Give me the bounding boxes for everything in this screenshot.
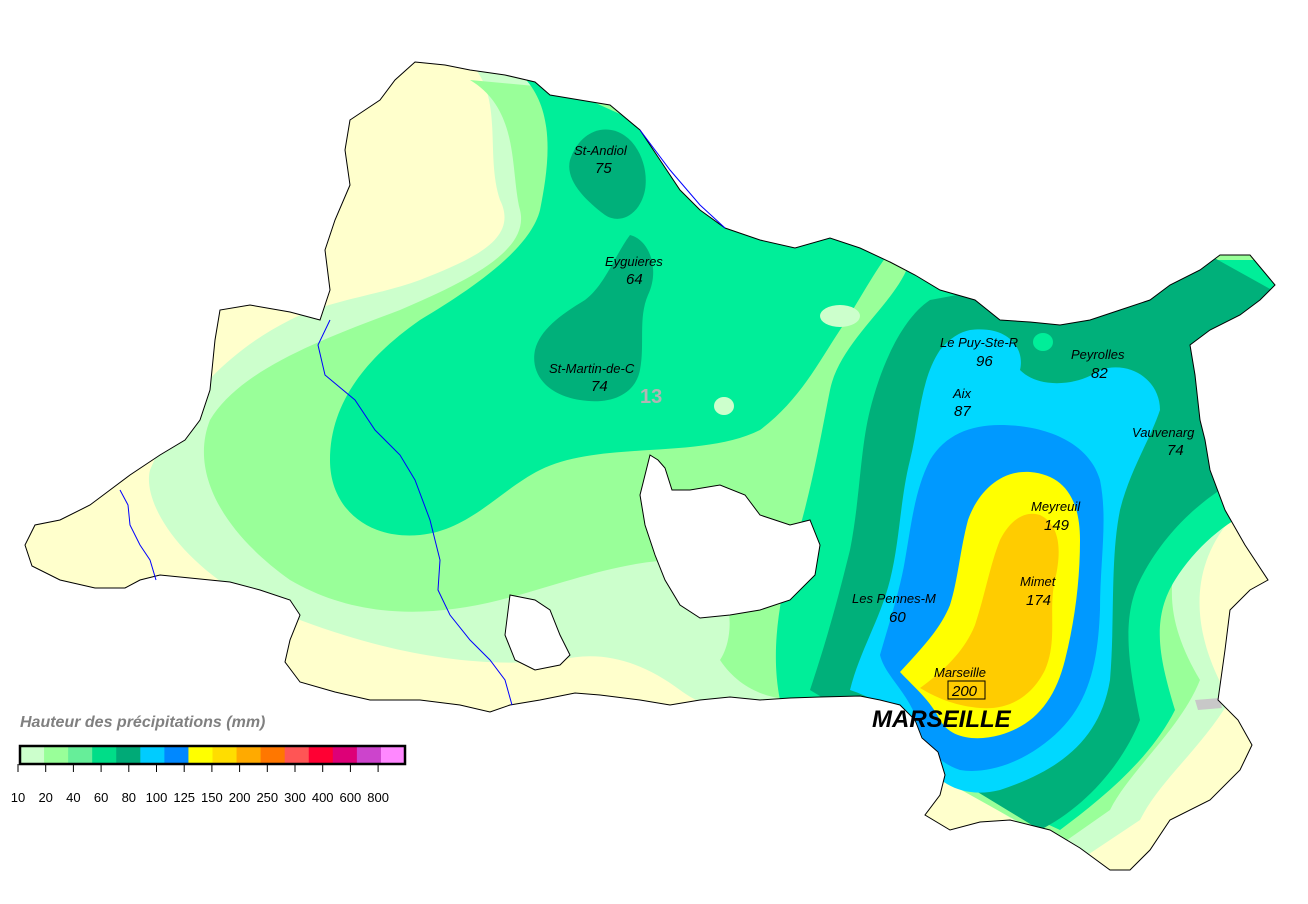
station-value: 82 (1091, 365, 1108, 382)
rhone-river (317, 319, 513, 706)
station-value: 60 (889, 609, 906, 626)
legend-color-swatch (116, 746, 141, 764)
legend-color-swatch (284, 746, 310, 764)
legend-tick-label: 600 (340, 790, 362, 805)
legend-tick-label: 800 (367, 790, 389, 805)
city-label: MARSEILLE (872, 706, 1012, 733)
legend-colorbar-frame (18, 744, 407, 766)
legend-color-swatch (188, 746, 213, 764)
legend-color-swatch (308, 746, 334, 764)
station-name: St-Martin-de-C (549, 361, 635, 376)
station-value: 74 (1167, 442, 1184, 459)
department-outline (24, 61, 1276, 871)
durance-river (639, 129, 726, 229)
station-labels: St-Andiol 75 Eyguieres 64 St-Martin-de-C… (549, 143, 1195, 700)
etang-de-berre (639, 454, 821, 619)
station-name: Les Pennes-M (852, 591, 936, 606)
zone-200mm (920, 513, 1059, 709)
legend-tick-label: 100 (146, 790, 168, 805)
station-name: Eyguieres (605, 254, 663, 269)
legend-tick-label: 40 (66, 790, 80, 805)
station-value: 64 (626, 271, 643, 288)
station-value: 200 (951, 683, 978, 700)
legend-color-swatch (44, 746, 69, 764)
station-value: 149 (1044, 517, 1070, 534)
station-name: Vauvenarg (1132, 425, 1195, 440)
station-name: Meyreuil (1031, 499, 1081, 514)
legend-colorbar (18, 744, 407, 766)
station-name: Aix (952, 386, 972, 401)
legend-color-swatch (212, 746, 238, 764)
station-name: St-Andiol (574, 143, 628, 158)
station-value: 75 (595, 160, 612, 177)
legend-color-swatch (260, 746, 286, 764)
station-value: 87 (954, 403, 971, 420)
station-name: Peyrolles (1071, 347, 1125, 362)
legend-color-swatch (92, 746, 117, 764)
legend-color-swatch (332, 746, 358, 764)
zone-80mm-center (534, 235, 654, 402)
station-value: 96 (976, 353, 993, 370)
legend-title: Hauteur des précipitations (mm) (20, 714, 265, 731)
zone-40mm-island-b (714, 397, 734, 415)
petit-rhone-river (119, 489, 157, 581)
legend-tick-label: 10 (11, 790, 25, 805)
legend-tick-label: 125 (173, 790, 195, 805)
legend-color-swatch (380, 746, 406, 764)
legend-color-swatch (140, 746, 165, 764)
marseille-value-box (947, 680, 986, 700)
legend-tick-label: 300 (284, 790, 306, 805)
legend-tick-label: 250 (256, 790, 278, 805)
department-number: 13 (640, 386, 662, 408)
golfe-de-fos (504, 594, 571, 671)
station-value: 74 (591, 378, 608, 395)
legend-tick-label: 20 (38, 790, 52, 805)
station-name: Le Puy-Ste-R (940, 335, 1018, 350)
station-name: Mimet (1020, 574, 1057, 589)
legend-color-swatch (356, 746, 382, 764)
coastal-gray-patch (1195, 698, 1222, 710)
station-name: Marseille (934, 665, 986, 680)
zone-80mm-island (1033, 333, 1053, 351)
legend-tick-label: 200 (229, 790, 251, 805)
legend-tick-label: 150 (201, 790, 223, 805)
zone-80mm-nw (569, 129, 646, 219)
legend-color-swatch (20, 746, 45, 764)
legend-color-swatch (236, 746, 262, 764)
legend-tick-label: 80 (122, 790, 136, 805)
legend-tick-label: 60 (94, 790, 108, 805)
legend-color-swatch (68, 746, 93, 764)
legend-color-swatch (164, 746, 189, 764)
zone-40mm-island-a (820, 305, 860, 327)
station-value: 174 (1026, 592, 1051, 609)
legend-tick-label: 400 (312, 790, 334, 805)
legend: Hauteur des précipitations (mm) 10 20 40 60… (11, 714, 407, 805)
legend-ticks: 10 20 40 60 80 100 125 150 200 250 300 400 600 800 (11, 764, 389, 805)
